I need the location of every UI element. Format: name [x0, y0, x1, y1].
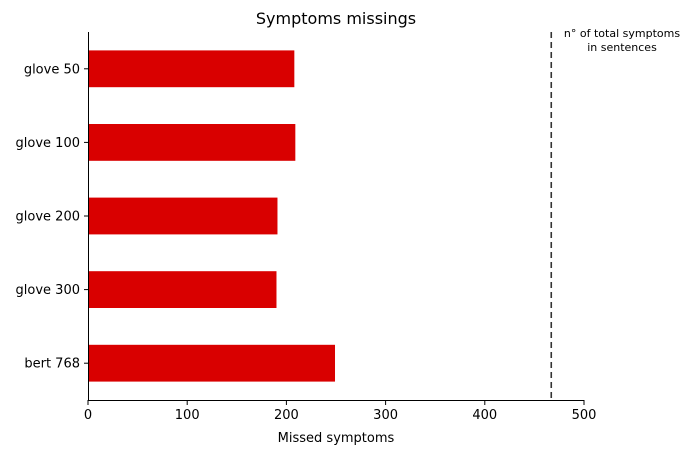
y-ticks: glove 50 glove 100 glove 200 glove 300 bert …: [16, 62, 88, 372]
x-tick-label: 500: [572, 408, 597, 423]
bar-glove-200: [88, 197, 278, 235]
x-tick-label: 400: [472, 408, 497, 423]
x-tick-label: 0: [84, 408, 92, 423]
chart-title: Symptoms missings: [256, 9, 416, 28]
y-tick-label: glove 200: [16, 210, 80, 225]
reference-annotation-line: n° of total symptoms: [564, 27, 680, 40]
x-ticks: 0 100 200 300 400 500: [84, 400, 597, 423]
bar-glove-100: [88, 124, 296, 161]
x-tick-label: 100: [175, 408, 200, 423]
bar-glove-300: [88, 271, 277, 308]
x-tick-label: 200: [274, 408, 299, 423]
x-tick-label: 300: [373, 408, 398, 423]
x-axis-label: Missed symptoms: [278, 431, 395, 446]
y-tick-label: bert 768: [24, 357, 80, 372]
y-tick-label: glove 50: [24, 62, 80, 77]
reference-annotation-line: in sentences: [587, 41, 657, 54]
bars-layer: [88, 50, 336, 382]
y-tick-label: glove 300: [16, 283, 80, 298]
bar-bert-768: [88, 344, 336, 382]
y-tick-label: glove 100: [16, 136, 80, 151]
bar-glove-50: [88, 50, 295, 88]
